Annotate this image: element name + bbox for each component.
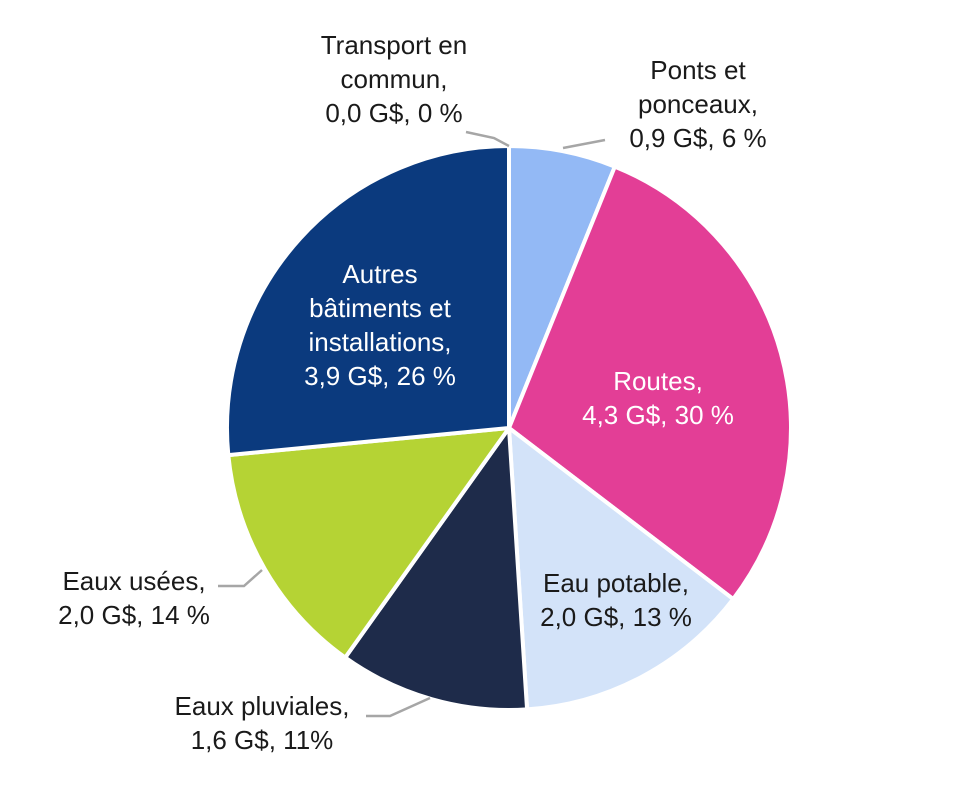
pie-slice-eaux-pluviales (343, 426, 530, 712)
slice-label-line: Transport en (321, 30, 467, 60)
slice-label-line: ponceaux, (638, 89, 758, 119)
slice-label-line: bâtiments et (309, 293, 451, 323)
leader-line-ponts-et-ponceaux (562, 138, 606, 150)
slice-label-line: 0,0 G$, 0 % (325, 98, 462, 128)
slice-label-line: 0,9 G$, 6 % (629, 123, 766, 153)
slice-label-eaux-pluviales: Eaux pluviales, 1,6 G$, 11% (175, 691, 350, 755)
slice-label-line: Autres (342, 259, 417, 289)
slice-label-routes: Routes, 4,3 G$, 30 % (582, 366, 734, 430)
slice-label-line: 2,0 G$, 13 % (540, 602, 692, 632)
pie-slice-routes (507, 164, 793, 602)
slice-label-line: 1,6 G$, 11% (191, 725, 334, 755)
slice-label-line: 2,0 G$, 14 % (58, 600, 210, 630)
slice-label-eau-potable: Eau potable, 2,0 G$, 13 % (540, 568, 692, 632)
slice-label-line: 3,9 G$, 26 % (304, 361, 456, 391)
slice-label-line: installations, (308, 327, 451, 357)
leader-line-eaux-pluviales (366, 696, 431, 718)
pie-slice-eau-potable (507, 426, 736, 712)
leader-lines (218, 130, 606, 718)
pie-slice-autres-batiments-et-installations (224, 144, 511, 458)
leader-line-eaux-usees (218, 569, 263, 588)
slice-label-line: Eaux usées, (62, 566, 205, 596)
pie-slice-eaux-usees (226, 426, 511, 660)
slice-label-line: Eaux pluviales, (175, 691, 350, 721)
slice-label-eaux-usees: Eaux usées, 2,0 G$, 14 % (58, 566, 210, 630)
slice-label-autres-batiments-et-installations: Autres bâtiments et installations, 3,9 G$, … (304, 259, 456, 391)
slice-label-line: commun, (341, 64, 448, 94)
slice-labels: Transport en commun, 0,0 G$, 0 % Ponts et po… (58, 30, 767, 755)
pie-slices (224, 144, 793, 712)
leader-line-transport-en-commun (465, 130, 510, 148)
slice-label-transport-en-commun: Transport en commun, 0,0 G$, 0 % (321, 30, 467, 128)
slice-label-line: 4,3 G$, 30 % (582, 400, 734, 430)
slice-label-line: Routes, (613, 366, 703, 396)
slice-label-line: Ponts et (650, 55, 746, 85)
slice-label-ponts-et-ponceaux: Ponts et ponceaux, 0,9 G$, 6 % (629, 55, 766, 153)
slice-label-line: Eau potable, (543, 568, 689, 598)
